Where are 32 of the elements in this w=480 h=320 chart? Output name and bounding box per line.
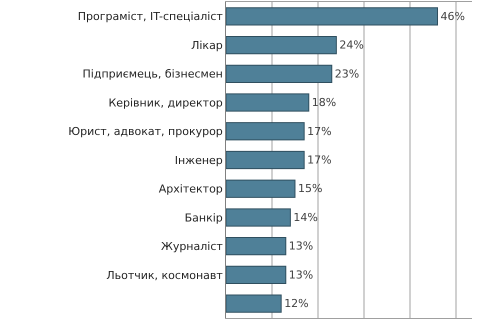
data-label: 14%: [293, 210, 318, 224]
bar: [226, 266, 286, 284]
bar: [226, 122, 305, 140]
bar: [226, 93, 310, 112]
data-label: 12%: [284, 297, 309, 310]
y-tick-label: Юрист, адвокат, прокурор: [68, 125, 223, 138]
y-tick-label: Керівник, директор: [108, 96, 223, 110]
bar: [226, 64, 332, 83]
data-label: 18%: [312, 96, 336, 110]
y-tick-label: Льотчик, космонавт: [106, 268, 224, 282]
bar: [226, 150, 305, 170]
data-label: 24%: [339, 38, 364, 52]
data-label: 13%: [288, 240, 314, 253]
y-tick-label: Банкір: [184, 211, 223, 224]
bar: [226, 7, 438, 26]
data-label: 46%: [440, 10, 465, 23]
y-tick-label: Журналіст: [160, 240, 224, 254]
y-tick-label: Підприємець, бізнесмен: [82, 68, 223, 81]
data-label: 17%: [307, 154, 332, 166]
y-tick-label: Лікар: [191, 38, 223, 52]
data-label: 13%: [288, 268, 314, 282]
y-tick-label: Архітектор: [158, 182, 223, 196]
bar: [226, 180, 296, 198]
y-tick-label: Програміст, IT-спеціаліст: [78, 10, 224, 24]
data-label: 17%: [307, 124, 332, 138]
data-label: 15%: [298, 182, 322, 196]
bar: [226, 294, 282, 313]
bar: [226, 208, 291, 227]
bar: [226, 237, 286, 256]
y-tick-label: Інженер: [174, 154, 223, 167]
bar: [226, 36, 337, 54]
data-label: 23%: [334, 67, 360, 80]
